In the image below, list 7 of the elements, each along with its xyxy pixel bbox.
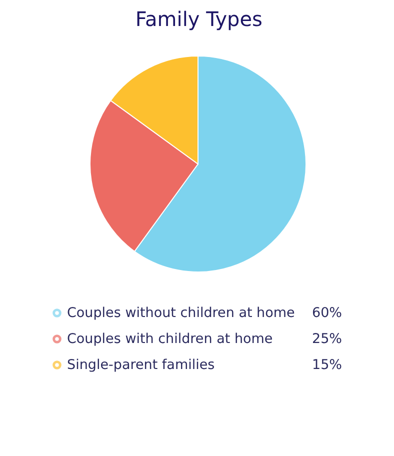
- data-label: 15%: [312, 357, 342, 373]
- legend-label: Couples with children at home: [67, 331, 273, 347]
- chart-title: Family Types: [135, 7, 262, 31]
- legend-label: Single-parent families: [67, 357, 215, 373]
- data-label: 25%: [312, 331, 342, 347]
- data-label: 60%: [312, 305, 342, 321]
- legend-label: Couples without children at home: [67, 305, 295, 321]
